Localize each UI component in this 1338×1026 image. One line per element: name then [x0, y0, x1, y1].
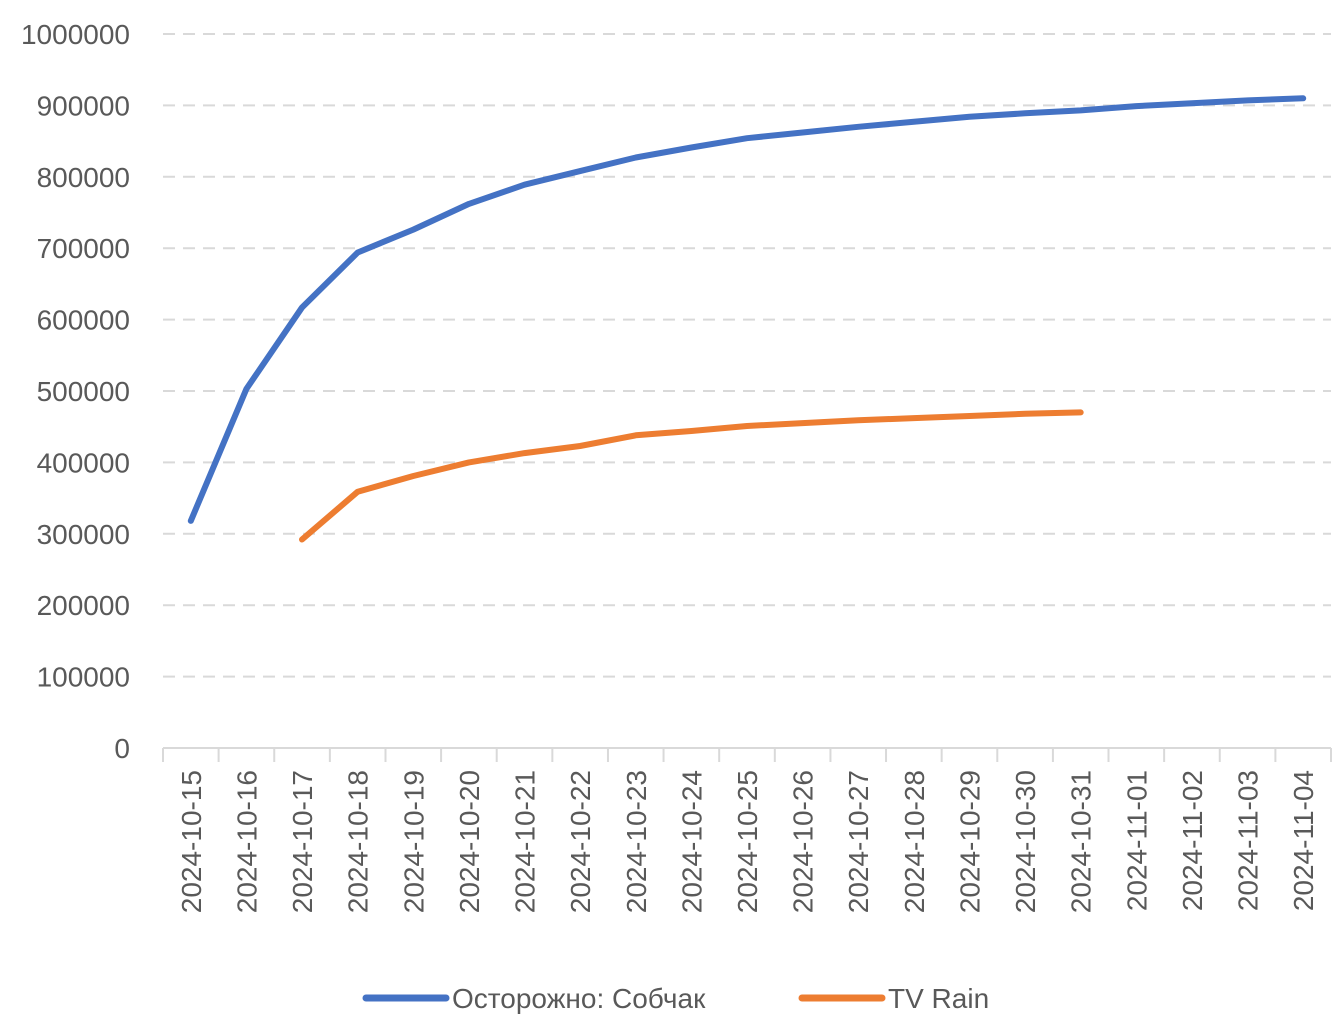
x-tick-label: 2024-10-24	[676, 770, 707, 913]
y-tick-label: 200000	[37, 590, 130, 621]
x-tick-label: 2024-10-31	[1066, 770, 1097, 913]
series-lines	[187, 95, 1307, 543]
y-tick-label: 100000	[37, 662, 130, 693]
x-tick-label: 2024-10-22	[565, 770, 596, 913]
series-line-0	[187, 95, 1307, 524]
x-tick-label: 2024-10-19	[398, 770, 429, 913]
x-tick-label: 2024-10-16	[231, 770, 262, 913]
legend-label: Осторожно: Собчак	[452, 983, 706, 1014]
x-tick-label: 2024-10-25	[732, 770, 763, 913]
y-tick-label: 700000	[37, 233, 130, 264]
y-axis-tick-labels: 0 100000 200000 300000 400000 500000 600000 700…	[21, 19, 130, 764]
y-tick-label: 300000	[37, 519, 130, 550]
y-tick-label: 900000	[37, 90, 130, 121]
x-tick-label: 2024-10-26	[788, 770, 819, 913]
x-tick-label: 2024-11-02	[1177, 770, 1208, 911]
y-tick-label: 0	[114, 733, 130, 764]
legend: Осторожно: Собчак TV Rain	[362, 983, 989, 1014]
x-tick-label: 2024-10-28	[899, 770, 930, 913]
x-tick-label: 2024-11-04	[1288, 770, 1319, 911]
x-tick-label: 2024-11-01	[1121, 770, 1152, 911]
grid-lines	[162, 33, 1332, 762]
series-line-1	[299, 409, 1084, 543]
y-tick-label: 600000	[37, 305, 130, 336]
x-tick-label: 2024-11-03	[1233, 770, 1264, 911]
y-tick-label: 500000	[37, 376, 130, 407]
legend-label: TV Rain	[888, 983, 989, 1014]
x-tick-label: 2024-10-29	[954, 770, 985, 913]
y-tick-label: 1000000	[21, 19, 130, 50]
x-tick-label: 2024-10-18	[343, 770, 374, 913]
x-tick-label: 2024-10-17	[287, 770, 318, 913]
x-tick-label: 2024-10-20	[454, 770, 485, 913]
x-tick-label: 2024-10-27	[843, 770, 874, 913]
x-axis-tick-labels: 2024-10-15 2024-10-16 2024-10-17 2024-10-18…	[176, 770, 1319, 913]
x-tick-label: 2024-10-21	[510, 770, 541, 913]
x-tick-label: 2024-10-15	[176, 770, 207, 913]
y-tick-label: 800000	[37, 162, 130, 193]
x-tick-label: 2024-10-30	[1010, 770, 1041, 913]
y-tick-label: 400000	[37, 447, 130, 478]
x-tick-label: 2024-10-23	[621, 770, 652, 913]
